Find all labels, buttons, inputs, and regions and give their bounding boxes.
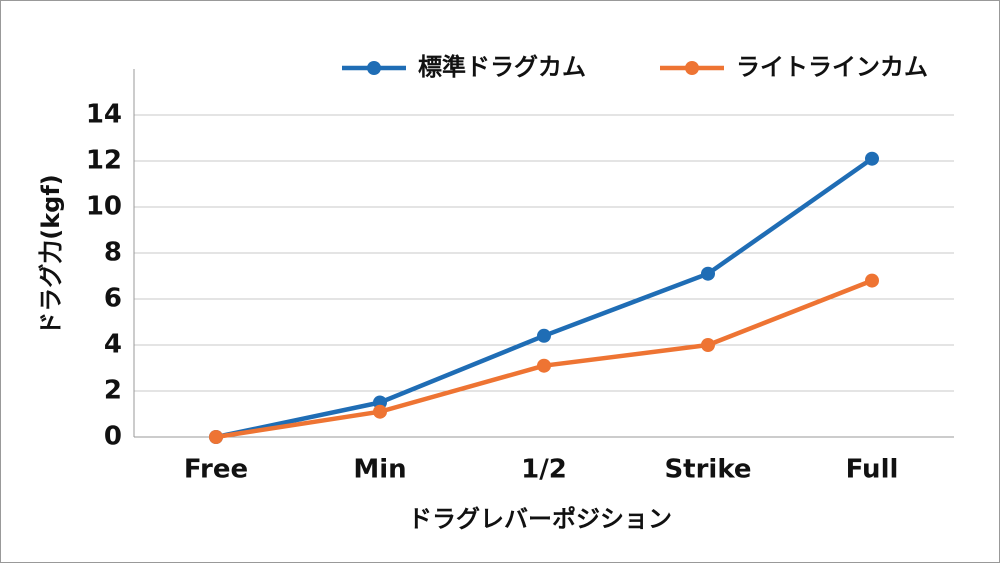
y-tick-label: 4 [104,330,122,360]
legend-marker [685,61,699,75]
point [701,266,715,281]
point [209,430,223,444]
y-tick-label: 6 [104,284,122,314]
x-axis-label: ドラグレバーポジション [408,505,672,533]
x-tick-label: Full [846,455,899,485]
y-tick-label: 12 [86,146,122,176]
y-tick-label: 10 [86,192,122,222]
x-tick-label: Free [184,455,248,485]
y-tick-label: 8 [104,238,122,268]
y-tick-label: 0 [104,422,122,452]
y-tick-label: 2 [104,376,122,406]
legend-label: ライトラインカム [736,53,928,81]
y-axis-label: ドラグ力(kgf) [37,174,65,336]
x-tick-label: Strike [664,455,751,485]
y-tick-label: 14 [86,100,122,130]
legend-label: 標準ドラグカム [418,53,586,81]
point [537,358,551,373]
point [865,273,879,288]
point [373,404,387,419]
point [865,151,879,166]
legend-marker [367,61,381,75]
x-tick-label: Min [353,455,406,485]
point [701,338,715,352]
x-tick-label: 1/2 [521,455,567,485]
point [537,328,551,343]
